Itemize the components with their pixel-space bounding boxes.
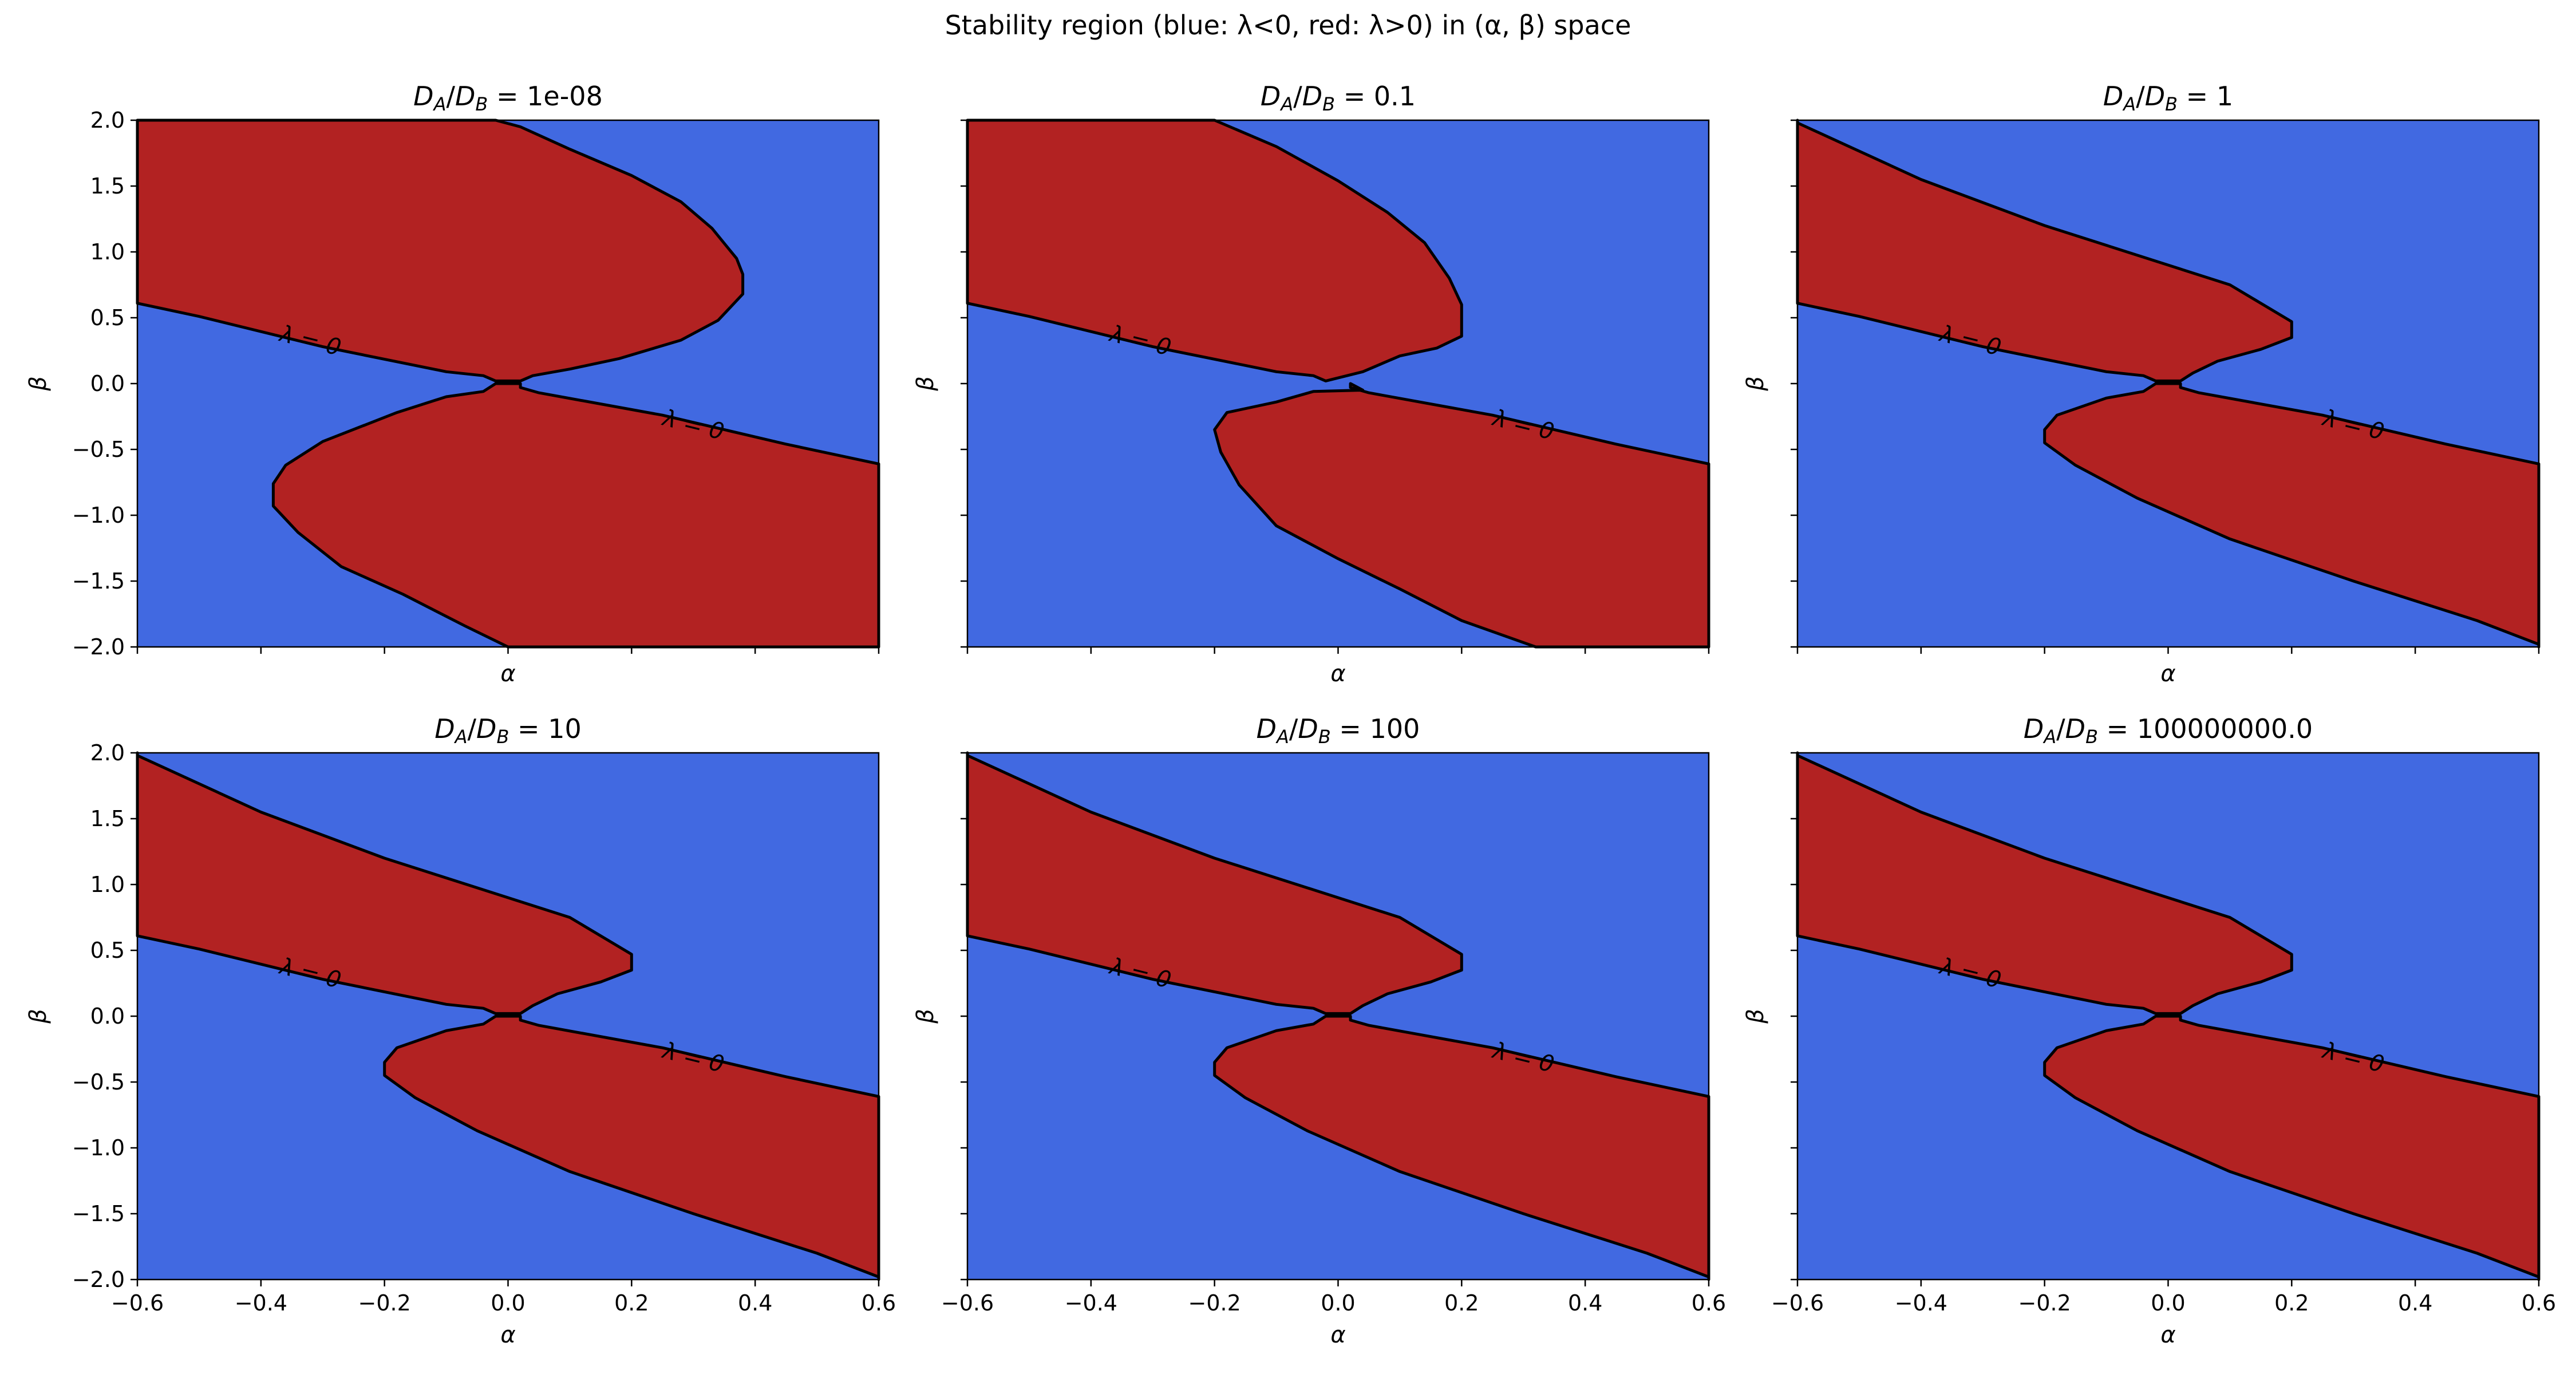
panel-1: λ = 0λ = 0−2.0−1.5−1.0−0.50.00.51.01.52.…	[25, 81, 880, 687]
y-tick-label: −2.0	[72, 634, 125, 660]
unstable-region-upper	[966, 119, 1463, 382]
x-tick-label: 0.4	[1568, 1290, 1602, 1316]
x-axis-label: α	[2160, 1322, 2175, 1348]
panel-title: DA/DB = 10	[434, 713, 582, 748]
x-axis-label: α	[1330, 661, 1345, 687]
unstable-region-upper	[136, 119, 745, 382]
panel-title: DA/DB = 0.1	[1261, 81, 1416, 115]
y-tick-label: 1.0	[90, 239, 125, 264]
y-tick-label: −0.5	[72, 437, 125, 462]
x-tick-label: 0.4	[2398, 1290, 2432, 1316]
y-tick-label: 1.5	[90, 806, 125, 831]
y-tick-label: −1.5	[72, 568, 125, 594]
unstable-region-upper	[1796, 119, 2293, 382]
y-tick-label: −1.0	[72, 503, 125, 528]
panel-title: DA/DB = 100	[1257, 713, 1420, 748]
panel-5: λ = 0λ = 0−0.6 −0.4 −0.2 0.0 0.2 0.4 0.6αβDA/D…	[912, 713, 1726, 1348]
unstable-region-lower	[271, 382, 880, 649]
y-tick-label: 1.0	[90, 872, 125, 897]
panel-title: DA/DB = 100000000.0	[2024, 713, 2313, 748]
unstable-region-lower	[383, 1014, 880, 1281]
x-axis-label: α	[500, 661, 515, 687]
unstable-region-upper	[1796, 751, 2293, 1015]
y-axis-label: β	[912, 1009, 939, 1024]
x-tick-label: 0.0	[2151, 1290, 2185, 1316]
x-tick-label: −0.4	[1895, 1290, 1947, 1316]
figure-title: Stability region (blue: λ<0, red: λ>0) i…	[945, 10, 1631, 41]
x-tick-label: 0.2	[614, 1290, 649, 1316]
y-axis-label: β	[25, 1009, 52, 1024]
x-tick-label: 0.6	[862, 1290, 896, 1316]
panel-title: DA/DB = 1e-08	[413, 81, 603, 115]
panel-4: λ = 0λ = 0−0.6 −0.4 −0.2 0.0 0.2 0.4 0.6−2.0−1…	[25, 713, 896, 1348]
x-tick-label: −0.2	[358, 1290, 411, 1316]
y-axis-label: β	[25, 376, 52, 392]
panel-title: DA/DB = 1	[2103, 81, 2233, 115]
unstable-region-lower	[1213, 382, 1710, 649]
x-tick-label: −0.2	[1188, 1290, 1241, 1316]
x-tick-label: 0.4	[738, 1290, 772, 1316]
y-tick-label: 2.0	[90, 740, 125, 765]
unstable-region-upper	[136, 751, 633, 1015]
x-tick-label: −0.4	[235, 1290, 287, 1316]
panels: λ = 0λ = 0−2.0−1.5−1.0−0.50.00.51.01.52.…	[25, 81, 2556, 1348]
panel-6: λ = 0λ = 0−0.6 −0.4 −0.2 0.0 0.2 0.4 0.6αβDA/D…	[1743, 713, 2556, 1348]
x-axis-label: α	[1330, 1322, 1345, 1348]
x-tick-label: −0.6	[111, 1290, 164, 1316]
x-tick-label: −0.4	[1065, 1290, 1117, 1316]
y-axis-label: β	[912, 376, 939, 392]
y-tick-label: 0.0	[90, 371, 125, 396]
y-tick-label: −2.0	[72, 1267, 125, 1292]
x-tick-label: 0.0	[1321, 1290, 1355, 1316]
x-axis-label: α	[500, 1322, 515, 1348]
y-tick-label: −0.5	[72, 1069, 125, 1095]
y-tick-label: 0.0	[90, 1004, 125, 1029]
y-axis-label: β	[1743, 1009, 1769, 1024]
x-tick-label: −0.6	[941, 1290, 994, 1316]
x-tick-label: −0.6	[1771, 1290, 1824, 1316]
x-tick-label: −0.2	[2018, 1290, 2071, 1316]
x-tick-label: 0.2	[1444, 1290, 1479, 1316]
unstable-region-lower	[2043, 382, 2541, 649]
y-tick-label: 2.0	[90, 108, 125, 133]
x-axis-label: α	[2160, 661, 2175, 687]
x-tick-label: 0.6	[1692, 1290, 1726, 1316]
y-tick-label: −1.0	[72, 1135, 125, 1160]
unstable-region-upper	[966, 751, 1463, 1015]
y-tick-label: −1.5	[72, 1201, 125, 1226]
x-tick-label: 0.2	[2274, 1290, 2309, 1316]
x-tick-label: 0.0	[491, 1290, 525, 1316]
y-tick-label: 1.5	[90, 173, 125, 199]
unstable-region-lower	[1213, 1014, 1710, 1281]
y-axis-label: β	[1743, 376, 1769, 392]
unstable-region-lower	[2043, 1014, 2541, 1281]
y-tick-label: 0.5	[90, 938, 125, 963]
y-tick-label: 0.5	[90, 305, 125, 330]
x-tick-label: 0.6	[2522, 1290, 2556, 1316]
